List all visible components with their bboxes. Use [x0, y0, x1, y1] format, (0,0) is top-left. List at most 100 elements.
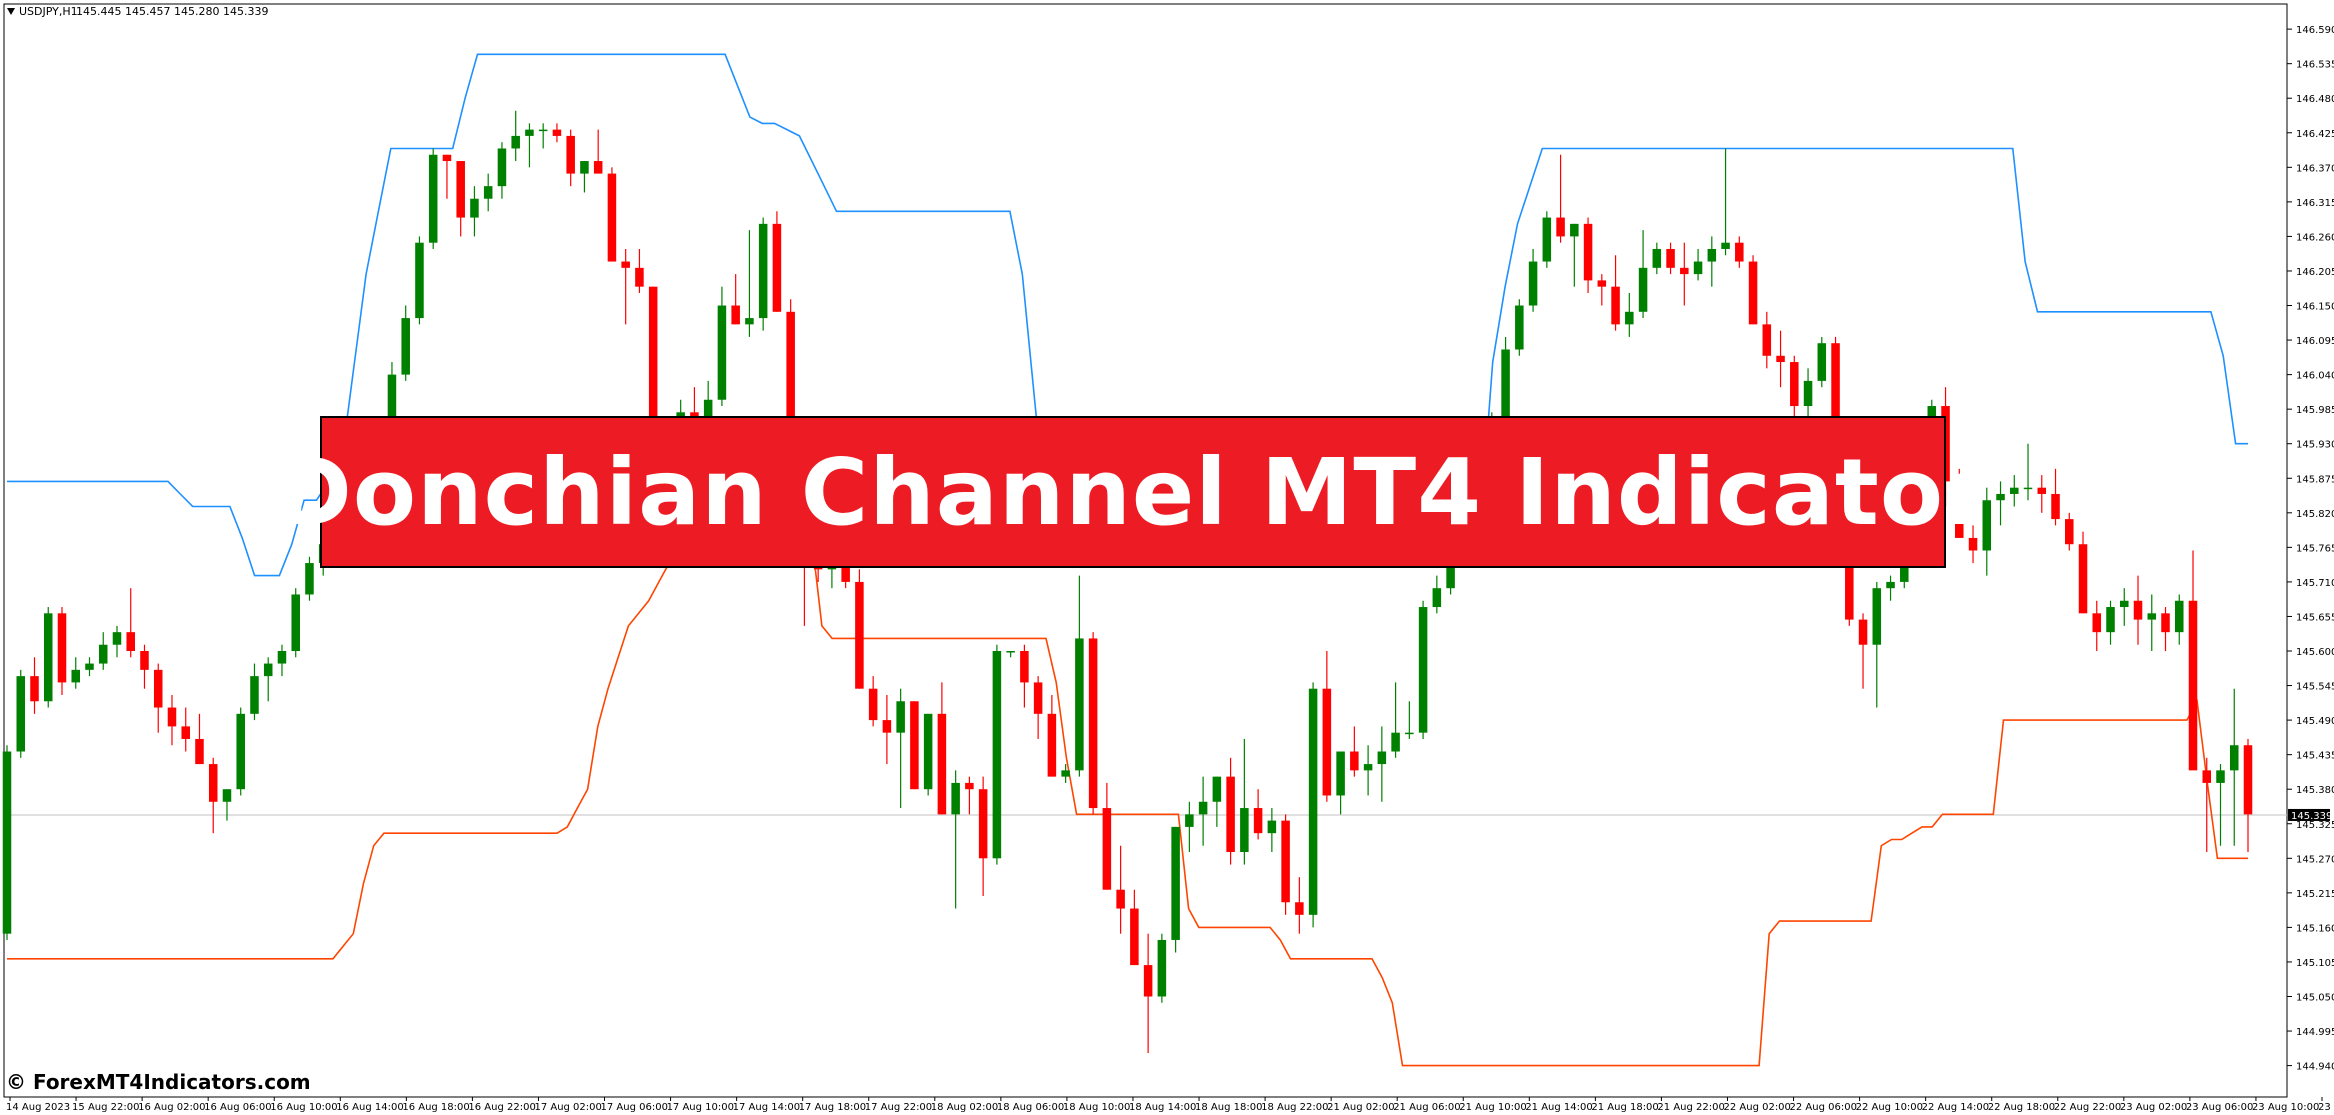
- candle-body-15: [208, 764, 218, 802]
- candle-body-143: [1968, 537, 1978, 551]
- y-tick-label-17: 145.655: [2296, 612, 2334, 623]
- candle-body-99: [1363, 764, 1373, 771]
- candle-body-70: [965, 782, 974, 790]
- x-tick-label-19: 18 Aug 22:00: [1261, 1102, 1328, 1113]
- candle-body-125: [1721, 242, 1730, 249]
- y-tick-label-7: 146.205: [2296, 267, 2334, 278]
- candle-body-85: [1171, 826, 1180, 940]
- candle-body-117: [1611, 286, 1620, 325]
- y-tick-label-4: 146.370: [2296, 163, 2334, 174]
- x-tick-label-14: 18 Aug 02:00: [931, 1102, 998, 1113]
- candle-body-157: [2161, 613, 2170, 633]
- candle-body-78: [1075, 638, 1084, 771]
- candle-body-47: [648, 286, 658, 463]
- price-label-bg: [2288, 808, 2330, 821]
- candle-body-129: [1776, 355, 1785, 363]
- candle-body-137: [1886, 581, 1895, 589]
- candle-body-34: [470, 198, 479, 218]
- x-tick-label-25: 21 Aug 22:00: [1657, 1102, 1724, 1113]
- candle-body-126: [1735, 242, 1744, 262]
- candle-body-112: [1542, 217, 1552, 262]
- candle-body-42: [580, 161, 589, 174]
- candle-body-52: [717, 305, 727, 400]
- y-tick-label-24: 145.270: [2296, 854, 2334, 865]
- candle-body-153: [2106, 607, 2115, 633]
- candle-body-21: [291, 594, 300, 652]
- y-tick-label-22: 145.380: [2296, 785, 2334, 796]
- x-tick-label-3: 16 Aug 06:00: [204, 1102, 271, 1113]
- candle-body-51: [703, 399, 713, 432]
- candle-body-74: [1020, 651, 1029, 683]
- y-tick-label-14: 145.820: [2296, 509, 2334, 520]
- candle-body-3: [43, 613, 53, 702]
- x-tick-label-24: 21 Aug 18:00: [1591, 1102, 1658, 1113]
- candle-body-91: [1253, 808, 1263, 834]
- candle-body-131: [1803, 380, 1813, 407]
- candle-body-79: [1088, 638, 1098, 809]
- x-tick-label-17: 18 Aug 14:00: [1129, 1102, 1196, 1113]
- candle-body-66: [910, 701, 919, 790]
- x-tick-label-31: 22 Aug 22:00: [2054, 1102, 2121, 1113]
- x-tick-label-23: 21 Aug 14:00: [1525, 1102, 1592, 1113]
- candle-body-2: [30, 676, 39, 702]
- candle-body-93: [1281, 820, 1290, 903]
- watermark: © ForexMT4Indicators.com: [6, 1070, 311, 1094]
- candle-body-67: [923, 713, 933, 790]
- y-tick-label-15: 145.765: [2296, 543, 2334, 554]
- y-tick-label-29: 144.995: [2296, 1027, 2334, 1038]
- y-tick-label-13: 145.875: [2296, 474, 2334, 485]
- candle-body-119: [1638, 267, 1648, 312]
- candle-body-63: [868, 688, 878, 721]
- x-tick-label-15: 18 Aug 06:00: [997, 1102, 1064, 1113]
- candle-body-111: [1528, 261, 1538, 306]
- candle-body-14: [195, 738, 204, 765]
- y-tick-label-11: 145.985: [2296, 405, 2334, 416]
- candle-body-159: [2188, 600, 2198, 771]
- candle-body-100: [1377, 751, 1387, 765]
- candle-body-22: [305, 563, 314, 595]
- candle-body-156: [2147, 613, 2157, 620]
- candle-body-162: [2229, 745, 2239, 771]
- candle-body-32: [442, 154, 452, 162]
- candle-body-19: [263, 663, 273, 677]
- x-tick-label-11: 17 Aug 14:00: [733, 1102, 800, 1113]
- candle-body-75: [1033, 682, 1043, 714]
- candle-body-54: [745, 318, 754, 325]
- candle-body-109: [1501, 349, 1510, 419]
- x-tick-label-12: 17 Aug 18:00: [799, 1102, 866, 1113]
- candle-body-44: [607, 173, 617, 262]
- x-tick-label-27: 22 Aug 06:00: [1790, 1102, 1857, 1113]
- candle-body-71: [978, 789, 988, 859]
- x-tick-label-34: 23 Aug 10:00: [2252, 1102, 2319, 1113]
- candle-body-62: [855, 581, 864, 689]
- candle-body-95: [1308, 688, 1318, 915]
- candle-body-83: [1143, 965, 1153, 997]
- candle-body-77: [1061, 770, 1070, 777]
- y-axis: 146.590 146.535 146.480 146.425 146.370 146.3…: [2287, 25, 2334, 1073]
- candle-body-142: [1955, 481, 1964, 538]
- y-tick-label-8: 146.150: [2296, 302, 2334, 313]
- x-tick-label-8: 17 Aug 02:00: [534, 1102, 601, 1113]
- candle-body-151: [2078, 544, 2088, 614]
- lower-band-line: [7, 537, 2248, 1067]
- y-tick-label-0: 146.590: [2296, 25, 2334, 36]
- candle-body-101: [1391, 732, 1400, 752]
- y-tick-label-1: 146.535: [2296, 60, 2334, 71]
- candle-body-161: [2216, 770, 2225, 783]
- candle-body-46: [635, 267, 644, 287]
- candle-body-146: [2010, 487, 2019, 494]
- candle-body-56: [772, 223, 782, 312]
- y-tick-label-26: 145.160: [2296, 923, 2334, 934]
- candle-body-87: [1198, 801, 1208, 815]
- candle-body-9: [126, 632, 135, 652]
- candle-body-120: [1652, 248, 1662, 268]
- current-price-label: 145.339: [2288, 808, 2332, 822]
- candle-body-130: [1790, 362, 1799, 407]
- x-tick-label-7: 16 Aug 22:00: [468, 1102, 535, 1113]
- candle-body-92: [1267, 820, 1277, 834]
- candle-body-68: [937, 713, 947, 815]
- candle-body-81: [1116, 889, 1125, 909]
- candle-body-96: [1322, 688, 1332, 796]
- candle-body-40: [552, 129, 562, 136]
